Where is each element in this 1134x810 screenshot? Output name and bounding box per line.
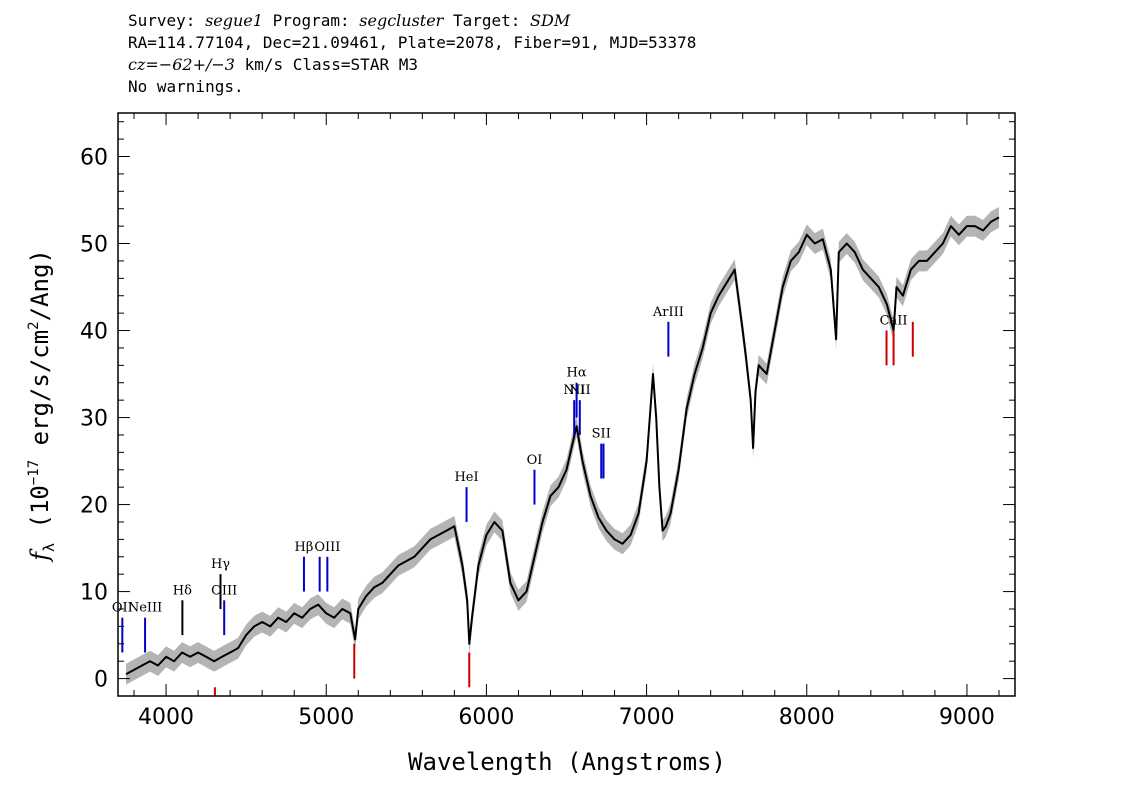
- y-tick-label: 40: [80, 320, 108, 345]
- target-value: SDM: [530, 11, 571, 30]
- y-label-exp2: 2: [26, 321, 42, 329]
- line-marker-label-15: ArIII: [652, 305, 684, 320]
- y-tick-label: 20: [80, 494, 108, 519]
- header-line-warnings: No warnings.: [128, 77, 244, 96]
- line-marker-label-7: OIII: [314, 540, 340, 555]
- line-marker-label-1: NeIII: [128, 601, 162, 616]
- line-marker-label-8: HeI: [454, 470, 478, 485]
- y-tick-label: 10: [80, 581, 108, 606]
- x-tick-label: 6000: [458, 705, 514, 730]
- line-marker-label-4: OIII: [211, 583, 237, 598]
- cz-value: =−62+/−3: [145, 55, 235, 74]
- y-tick-label: 30: [80, 407, 108, 432]
- flux-error-band: [126, 207, 999, 685]
- line-marker-label-10: NII: [563, 383, 585, 398]
- line-marker-label-9: OI: [527, 453, 543, 468]
- cz-label: cz: [128, 55, 146, 74]
- line-marker-label-5: Hβ: [295, 540, 314, 555]
- header-line-coords: RA=114.77104, Dec=21.09461, Plate=2078, …: [128, 33, 697, 52]
- y-label-mid: erg/s/cm: [26, 330, 54, 460]
- y-label-exp1: −17: [26, 460, 42, 485]
- flux-line-0: [125, 216, 1000, 676]
- line-marker-label-13: SII: [592, 427, 611, 442]
- line-marker-label-11: Hα: [567, 366, 587, 381]
- x-axis-label: Wavelength (Angstroms): [408, 748, 726, 776]
- class-text: km/s Class=STAR M3: [234, 55, 418, 74]
- x-tick-label: 4000: [138, 705, 194, 730]
- spectrum-header: Survey: segue1 Program: segcluster Targe…: [128, 10, 696, 98]
- header-line-survey: Survey: segue1 Program: segcluster Targe…: [128, 10, 696, 32]
- y-label-sub: λ: [40, 543, 58, 552]
- flux-error-band-0: [126, 207, 999, 685]
- y-label-post: /Ang): [26, 249, 54, 321]
- chart-axes: 4000 5000 6000 7000 8000 9000 0 10 20 30 40 50 60: [80, 112, 1016, 730]
- line-marker-label-3: Hγ: [211, 557, 230, 572]
- y-tick-label: 60: [80, 146, 108, 171]
- x-tick-label: 7000: [619, 705, 675, 730]
- program-key: Program:: [262, 11, 360, 30]
- x-tick-label: 5000: [298, 705, 354, 730]
- header-line-redshift: cz=−62+/−3 km/s Class=STAR M3: [128, 54, 696, 76]
- flux-series: [125, 216, 1000, 676]
- y-axis-label: fλ (10−17 erg/s/cm2/Ang): [26, 249, 58, 563]
- line-marker-label-20: CaII: [880, 314, 908, 329]
- plot-frame: [117, 112, 1016, 697]
- x-tick-label: 9000: [939, 705, 995, 730]
- survey-key: Survey:: [128, 11, 206, 30]
- y-tick-label: 50: [80, 233, 108, 258]
- line-marker-label-12: NII: [569, 383, 591, 398]
- y-label-pre: (10: [26, 485, 54, 543]
- target-key: Target:: [443, 11, 531, 30]
- x-tick-label: 8000: [779, 705, 835, 730]
- program-value: segcluster: [359, 11, 444, 30]
- line-marker-label-2: Hδ: [173, 583, 192, 598]
- y-tick-label: 0: [94, 668, 108, 693]
- line-marker-label-0: OII: [112, 601, 133, 616]
- survey-value: segue1: [205, 11, 263, 30]
